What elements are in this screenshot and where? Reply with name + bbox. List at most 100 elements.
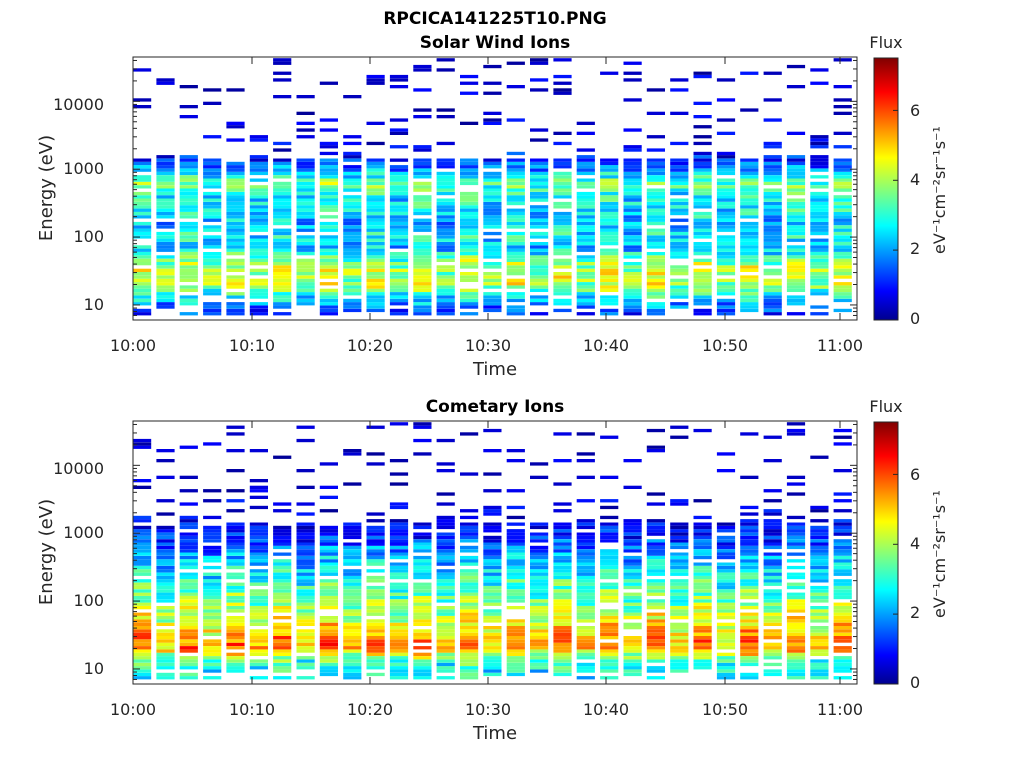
heatmap-cell [693, 228, 712, 232]
heatmap-cell [226, 572, 245, 576]
heatmap-cell [786, 525, 806, 530]
heatmap-cell [460, 575, 479, 580]
heatmap-cell [716, 225, 736, 229]
heatmap-cell [763, 616, 782, 620]
heatmap-cell [226, 525, 245, 530]
heatmap-cell [133, 529, 152, 533]
heatmap-cell [740, 71, 759, 75]
heatmap-cell [530, 565, 549, 570]
heatmap-cell [389, 572, 409, 576]
heatmap-cell [530, 589, 549, 593]
heatmap-cell [506, 278, 525, 282]
heatmap-cell [670, 248, 689, 252]
heatmap-cell [389, 636, 409, 640]
heatmap-cell [460, 295, 479, 299]
heatmap-cell [343, 175, 362, 179]
heatmap-cell [693, 201, 712, 206]
heatmap-cell [670, 602, 689, 606]
heatmap-cell [436, 492, 455, 496]
heatmap-cell [576, 555, 595, 560]
heatmap-cell [389, 646, 409, 650]
heatmap-cell [389, 188, 409, 192]
panel1-xtick-1000: 10:00 [110, 336, 156, 355]
heatmap-cell [786, 181, 806, 186]
heatmap-cell [763, 649, 782, 653]
heatmap-cell [389, 195, 409, 199]
heatmap-cell [413, 636, 432, 640]
heatmap-cell [343, 238, 362, 242]
heatmap-cell [249, 252, 268, 256]
heatmap-cell [810, 592, 829, 596]
heatmap-cell [810, 669, 829, 673]
heatmap-cell [670, 572, 689, 576]
heatmap-cell [763, 165, 782, 169]
heatmap-cell [366, 452, 385, 456]
heatmap-cell [273, 258, 292, 262]
heatmap-cell [553, 238, 572, 242]
heatmap-cell [693, 282, 712, 286]
heatmap-cell [226, 626, 245, 630]
heatmap-cell [506, 539, 525, 543]
heatmap-cell [716, 215, 736, 219]
heatmap-cell [810, 629, 829, 633]
heatmap-cell [506, 585, 525, 590]
heatmap-cell [670, 639, 689, 643]
heatmap-cell [483, 181, 502, 186]
heatmap-cell [506, 221, 525, 226]
heatmap-cell [413, 669, 432, 673]
heatmap-cell [389, 549, 409, 553]
heatmap-cell [156, 562, 175, 566]
heatmap-cell [576, 225, 595, 229]
heatmap-cell [693, 268, 712, 272]
heatmap-cell [366, 606, 385, 610]
heatmap-cell [646, 626, 665, 630]
heatmap-cell [740, 542, 759, 546]
heatmap-cell [600, 532, 619, 536]
heatmap-cell [366, 662, 385, 667]
heatmap-cell [623, 255, 642, 259]
heatmap-cell [810, 285, 829, 289]
heatmap-cell [740, 559, 759, 563]
heatmap-cell [506, 262, 525, 266]
heatmap-cell [740, 215, 759, 219]
heatmap-cell [460, 201, 479, 206]
heatmap-cell [810, 268, 829, 272]
heatmap-cell [460, 579, 479, 583]
heatmap-cell [343, 198, 362, 202]
heatmap-cell [203, 545, 222, 550]
heatmap-cell [460, 616, 479, 620]
heatmap-cell [226, 489, 245, 493]
heatmap-cell [203, 218, 222, 222]
heatmap-cell [786, 205, 806, 209]
heatmap-cell [670, 522, 689, 526]
heatmap-cell [810, 569, 829, 573]
heatmap-cell [763, 629, 782, 633]
heatmap-cell [436, 175, 455, 179]
heatmap-cell [133, 161, 152, 166]
heatmap-cell [343, 218, 362, 222]
heatmap-cell [786, 676, 806, 680]
heatmap-cell [389, 632, 409, 636]
heatmap-cell [319, 275, 338, 279]
heatmap-cell [506, 292, 525, 296]
heatmap-cell [716, 535, 736, 540]
heatmap-cell [646, 282, 665, 286]
heatmap-cell [553, 175, 572, 179]
heatmap-cell [483, 472, 502, 476]
heatmap-cell [786, 245, 806, 249]
heatmap-cell [156, 662, 175, 667]
heatmap-cell [693, 612, 712, 616]
heatmap-cell [623, 636, 642, 640]
heatmap-cell [716, 201, 736, 206]
heatmap-cell [203, 252, 222, 256]
heatmap-cell [179, 542, 198, 546]
heatmap-cell [740, 646, 759, 650]
heatmap-cell [740, 626, 759, 630]
heatmap-cell [553, 629, 572, 633]
heatmap-cell [576, 195, 595, 199]
heatmap-cell [389, 482, 409, 486]
heatmap-cell [506, 238, 525, 242]
heatmap-cell [763, 171, 782, 176]
heatmap-cell [413, 438, 432, 443]
heatmap-cell [483, 178, 502, 182]
